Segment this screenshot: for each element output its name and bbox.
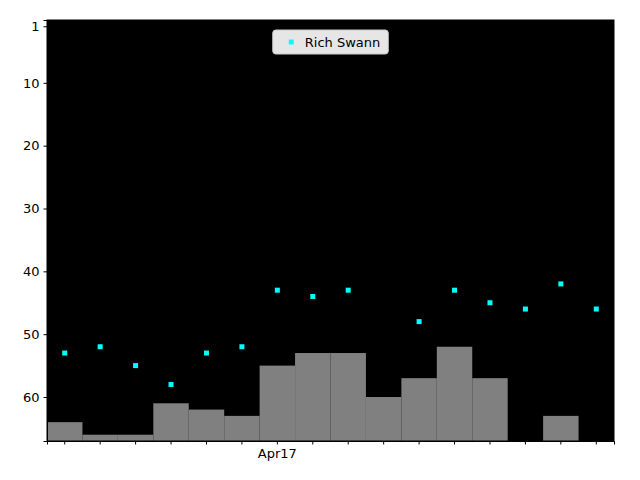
- point: [310, 294, 315, 299]
- y-tick: 10: [23, 75, 47, 90]
- x-tick-label: Apr17: [258, 446, 297, 461]
- point: [417, 319, 422, 324]
- point: [346, 288, 351, 293]
- bar: [366, 397, 401, 441]
- chart: 1 10 20 30 40 50 60 Apr17 Rich Swann: [0, 0, 640, 480]
- x-tick: [206, 441, 207, 445]
- x-tick-mark: [64, 441, 65, 445]
- marks: [47, 281, 599, 441]
- x-tick: [171, 441, 172, 445]
- point: [169, 382, 174, 387]
- bar: [153, 403, 188, 441]
- bar: [118, 435, 153, 441]
- axes: 1 10 20 30 40 50 60 Apr17 Rich Swann: [23, 19, 615, 461]
- y-tick-label: 1: [31, 19, 39, 34]
- point: [452, 288, 457, 293]
- bar: [437, 347, 472, 441]
- point-series: [62, 281, 599, 387]
- x-tick-mark: [206, 441, 207, 445]
- x-tick-mark: [489, 441, 490, 445]
- point: [558, 281, 563, 286]
- y-tick-label: 20: [23, 138, 40, 153]
- point: [487, 300, 492, 305]
- y-tick-mark: [44, 83, 48, 84]
- x-tick: [419, 441, 420, 445]
- bar: [543, 416, 578, 441]
- x-tick-mark: [241, 441, 242, 445]
- x-tick: [135, 441, 136, 445]
- x-tick-mark: [100, 441, 101, 445]
- x-axis-line: [48, 442, 615, 445]
- bar: [224, 416, 259, 441]
- bar: [331, 353, 366, 441]
- bar: [260, 366, 295, 441]
- x-tick: [241, 441, 242, 445]
- x-tick-mark: [312, 441, 313, 445]
- x-tick: [454, 441, 455, 445]
- x-tick: [348, 441, 349, 445]
- point: [239, 344, 244, 349]
- x-axis: Apr17: [48, 441, 615, 461]
- bar: [82, 435, 117, 441]
- x-tick: Apr17: [258, 441, 297, 461]
- x-tick-mark: [560, 441, 561, 445]
- legend-marker: [289, 40, 294, 45]
- x-tick: [489, 441, 490, 445]
- x-tick-mark: [135, 441, 136, 445]
- point: [133, 363, 138, 368]
- y-tick: 1: [31, 19, 47, 34]
- y-tick-mark: [44, 146, 48, 147]
- bar: [47, 422, 82, 441]
- x-tick: [525, 441, 526, 445]
- point: [594, 307, 599, 312]
- legend-item: Rich Swann: [289, 35, 381, 50]
- point: [62, 351, 67, 356]
- x-tick-mark: [454, 441, 455, 445]
- x-tick: [596, 441, 597, 445]
- y-tick-mark: [44, 26, 48, 27]
- plot-background: [47, 20, 614, 441]
- point: [98, 344, 103, 349]
- y-tick: 20: [23, 138, 47, 153]
- point: [204, 351, 209, 356]
- y-tick-mark: [44, 271, 48, 272]
- x-tick: [100, 441, 101, 445]
- y-tick: 30: [23, 201, 47, 216]
- legend: Rich Swann: [273, 30, 389, 54]
- bar-series: [47, 347, 579, 441]
- y-tick-mark: [44, 209, 48, 210]
- x-tick-mark: [383, 441, 384, 445]
- y-tick-label: 40: [23, 264, 40, 279]
- y-tick: 40: [23, 264, 47, 279]
- legend-label: Rich Swann: [305, 35, 381, 50]
- y-tick-label: 10: [23, 75, 40, 90]
- x-tick-mark: [525, 441, 526, 445]
- bar: [189, 410, 224, 441]
- x-tick-mark: [171, 441, 172, 445]
- bar: [401, 378, 436, 441]
- y-tick-label: 30: [23, 201, 40, 216]
- bar: [295, 353, 330, 441]
- y-tick: 60: [23, 390, 47, 405]
- x-tick: [64, 441, 65, 445]
- point: [275, 288, 280, 293]
- x-tick-mark: [419, 441, 420, 445]
- y-tick-mark: [44, 397, 48, 398]
- bar: [472, 378, 507, 441]
- point: [523, 307, 528, 312]
- y-tick-mark: [44, 334, 48, 335]
- legend-box: [273, 30, 389, 54]
- x-tick: [560, 441, 561, 445]
- x-tick-mark: [277, 441, 278, 445]
- plot-frame: [47, 20, 614, 441]
- y-tick: 50: [23, 327, 47, 342]
- x-tick-mark: [596, 441, 597, 445]
- x-tick: [383, 441, 384, 445]
- y-tick-label: 50: [23, 327, 40, 342]
- x-tick-mark: [348, 441, 349, 445]
- y-axis: 1 10 20 30 40 50 60: [23, 19, 48, 442]
- x-tick: [312, 441, 313, 445]
- y-tick-label: 60: [23, 390, 40, 405]
